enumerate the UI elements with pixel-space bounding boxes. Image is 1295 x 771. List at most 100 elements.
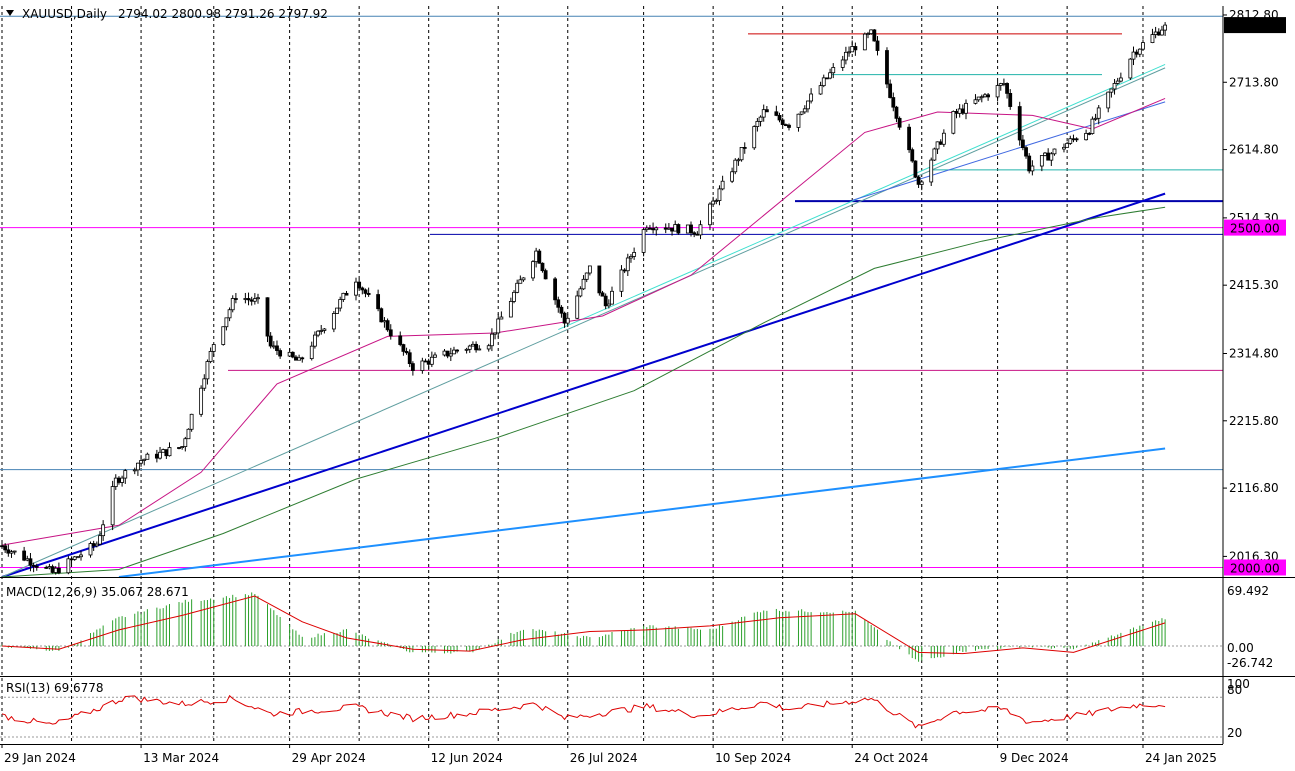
candle-body-261 [1153, 31, 1158, 35]
macd-scale-min: -26.742 [1227, 656, 1273, 670]
rsi-scale-20: 20 [1227, 726, 1242, 740]
candle-body-84 [366, 292, 371, 295]
candle-body-122 [537, 250, 542, 264]
candle-body-188 [828, 72, 832, 79]
candle-body-142 [625, 257, 630, 272]
candle-body-247 [1090, 118, 1095, 134]
date-axis-labels: 29 Jan 2024 13 Mar 2024 29 Apr 2024 12 Jun … [1, 744, 1217, 765]
candle-body-231 [1020, 139, 1025, 149]
candle-body-184 [809, 93, 814, 102]
macd-scale-zero: 0.00 [1227, 641, 1254, 655]
candle-body-18 [75, 556, 80, 559]
candle-body-248 [1093, 117, 1098, 120]
candle-body-52 [227, 309, 232, 319]
symbol-label: XAUUSD,Daily [22, 7, 107, 21]
candle-body-43 [186, 428, 191, 440]
candle-body-17 [72, 556, 77, 560]
macd-signal-line [1, 595, 1166, 655]
moving-average-0 [1, 97, 1166, 546]
candle-body-145 [641, 229, 646, 253]
candle-body-102 [448, 353, 453, 357]
candle-body-39 [167, 447, 172, 457]
candle-body-88 [385, 320, 390, 331]
trend-line-3 [1, 67, 1166, 578]
dropdown-triangle-icon[interactable] [6, 10, 14, 16]
candle-body-169 [742, 147, 747, 149]
candle-body-103 [452, 349, 456, 355]
axes [0, 6, 1295, 745]
candle-body-64 [278, 350, 283, 357]
candle-body-37 [161, 449, 166, 453]
candle-body-241 [1065, 143, 1070, 148]
candle-body-161 [711, 200, 716, 205]
candle-body-35 [154, 453, 159, 459]
x-tick-label-1: 13 Mar 2024 [143, 751, 219, 765]
candle-body-54 [233, 298, 238, 300]
candle-body-94 [410, 363, 415, 371]
candle-body-232 [1024, 147, 1028, 157]
candle-body-173 [761, 109, 766, 118]
candle-body-85 [376, 294, 381, 310]
candle-body-167 [736, 159, 741, 162]
candle-body-151 [666, 227, 671, 230]
candle-body-191 [843, 51, 848, 61]
candle-body-253 [1115, 80, 1120, 84]
candle-body-12 [50, 566, 55, 573]
x-tick-label-7: 9 Dec 2024 [1000, 751, 1069, 765]
candle-body-61 [268, 335, 273, 347]
x-tick-label-0: 29 Jan 2024 [4, 751, 76, 765]
candle-body-113 [496, 318, 501, 334]
candle-body-244 [1074, 138, 1079, 141]
candle-body-212 [935, 141, 940, 150]
candle-body-260 [1150, 34, 1155, 43]
candle-body-33 [142, 458, 147, 461]
candle-body-245 [1084, 132, 1088, 141]
candle-body-65 [287, 351, 292, 357]
trend-line-0 [1, 192, 1166, 578]
candle-body-68 [297, 357, 301, 361]
candle-body-108 [474, 343, 478, 351]
candle-body-160 [708, 203, 712, 226]
candle-body-181 [799, 111, 804, 115]
candle-body-187 [825, 77, 829, 80]
candle-body-53 [230, 298, 235, 311]
candle-body-28 [120, 477, 125, 483]
candle-body-14 [56, 567, 61, 574]
candle-body-224 [986, 94, 991, 98]
candle-body-164 [720, 180, 725, 190]
candle-body-50 [221, 326, 226, 345]
candle-body-128 [562, 312, 567, 324]
y-tick-label-1: 2713.80 [1229, 75, 1279, 89]
candle-body-78 [341, 292, 346, 300]
candle-body-172 [758, 116, 763, 122]
candle-body-63 [275, 345, 279, 351]
candle-body-179 [787, 124, 791, 128]
candle-body-87 [382, 320, 387, 323]
candle-body-165 [730, 171, 735, 182]
candle-body-60 [265, 297, 270, 337]
candle-body-190 [840, 59, 845, 68]
candle-body-16 [69, 558, 74, 561]
candle-body-46 [202, 378, 207, 389]
candle-body-177 [780, 119, 785, 125]
price-pane [0, 15, 1223, 578]
candle-body-75 [331, 313, 336, 330]
candle-body-130 [575, 295, 580, 319]
candle-body-42 [183, 438, 188, 447]
candle-body-82 [360, 287, 365, 291]
candle-body-182 [802, 108, 807, 113]
candle-body-254 [1118, 77, 1123, 82]
candle-body-240 [1062, 146, 1066, 150]
candle-body-96 [423, 360, 428, 363]
candle-body-162 [714, 200, 719, 202]
candle-body-186 [821, 77, 826, 87]
candle-body-80 [354, 281, 358, 296]
candle-body-193 [850, 46, 855, 53]
candle-body-1 [3, 545, 8, 551]
candle-body-159 [698, 224, 703, 236]
candle-body-55 [243, 298, 248, 300]
candle-body-49 [211, 344, 216, 352]
candle-body-147 [648, 227, 652, 230]
moving-average-1 [1, 206, 1166, 578]
